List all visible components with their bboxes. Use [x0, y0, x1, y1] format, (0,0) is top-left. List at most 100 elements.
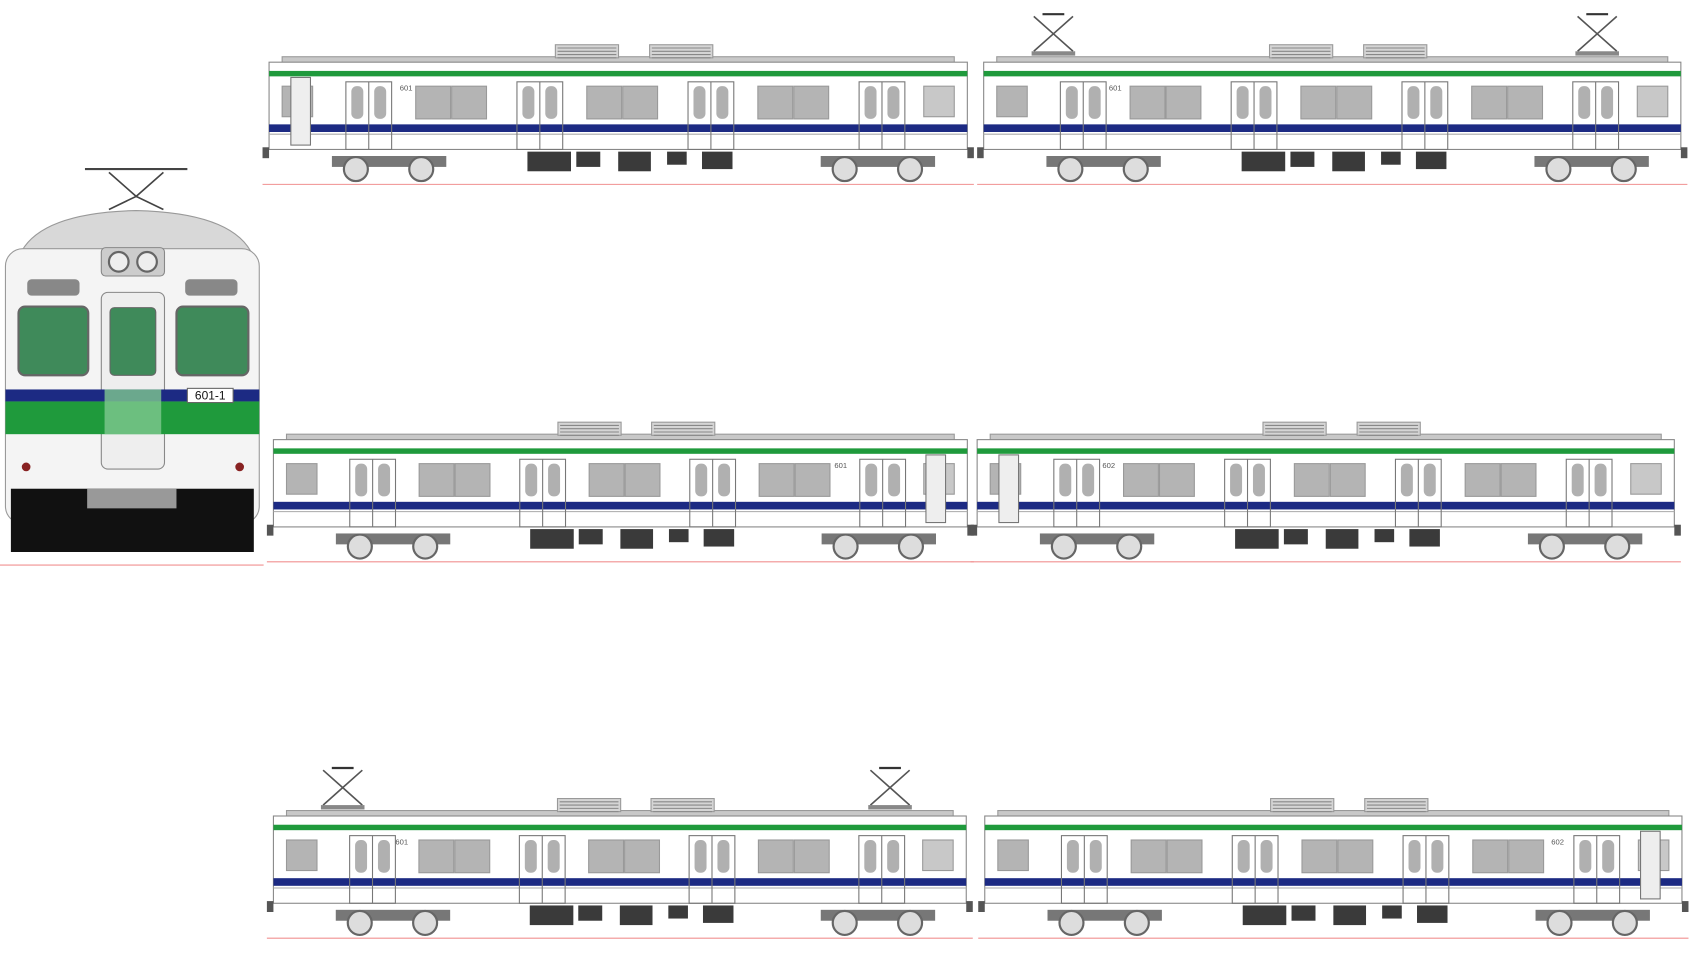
door-window	[525, 463, 538, 497]
window	[418, 463, 455, 497]
door-window	[545, 86, 558, 119]
end-window	[997, 839, 1029, 872]
wheel	[1123, 909, 1150, 936]
bogie-frame	[1534, 156, 1649, 167]
pantograph	[322, 769, 363, 789]
window	[793, 839, 830, 874]
wheel	[1546, 909, 1573, 936]
door-window	[1065, 86, 1078, 119]
window	[1471, 85, 1508, 120]
underfloor-equipment	[576, 151, 601, 167]
window	[588, 463, 625, 497]
wheel	[896, 155, 924, 183]
door-window	[888, 463, 901, 497]
wheel	[342, 155, 369, 183]
door-window	[694, 840, 707, 873]
pantograph	[1577, 32, 1618, 52]
door-window	[1578, 86, 1591, 119]
window	[1464, 463, 1501, 497]
door-window	[1230, 463, 1243, 497]
window	[1165, 85, 1202, 120]
green-stripe	[269, 70, 968, 77]
window	[1301, 839, 1338, 874]
underfloor-equipment	[1235, 529, 1279, 549]
door-window	[718, 463, 731, 497]
wheel	[408, 155, 435, 183]
front-window	[17, 305, 90, 377]
underfloor-equipment	[1283, 529, 1308, 545]
green-stripe	[273, 448, 968, 454]
pantograph	[322, 786, 363, 806]
door-window	[864, 840, 877, 873]
bogie-frame	[820, 156, 936, 167]
window	[1158, 463, 1195, 497]
coupler	[967, 147, 974, 159]
door-window	[717, 840, 730, 873]
door-stripe	[104, 389, 162, 435]
bogie-frame	[331, 156, 447, 167]
door-window	[374, 86, 387, 119]
wheel	[412, 909, 439, 936]
wheel	[1122, 155, 1149, 183]
door-window	[887, 840, 900, 873]
car-number: 602	[1551, 837, 1564, 846]
window	[451, 85, 488, 120]
underfloor-equipment	[1242, 905, 1287, 926]
bogie-frame	[1047, 909, 1162, 921]
bogie-frame	[1527, 533, 1643, 545]
window	[757, 85, 794, 120]
underfloor-equipment	[1333, 905, 1367, 926]
pantograph	[1577, 15, 1618, 35]
pantograph-base	[868, 805, 912, 810]
pantograph	[869, 769, 911, 789]
green-stripe	[984, 824, 1682, 831]
door-window	[1089, 840, 1102, 873]
door-window	[1423, 463, 1436, 497]
blue-stripe	[273, 501, 968, 510]
window	[622, 85, 659, 120]
cab-door	[925, 454, 947, 524]
bogie-frame	[1039, 533, 1155, 545]
destination-sign	[27, 279, 80, 296]
window	[1166, 839, 1203, 874]
window	[1336, 85, 1373, 120]
green-stripe	[977, 448, 1675, 454]
underfloor-equipment	[1332, 151, 1365, 172]
wheel	[412, 533, 439, 560]
wheel	[1058, 909, 1085, 936]
window	[1300, 85, 1337, 120]
window	[454, 839, 491, 874]
pantograph	[1033, 32, 1074, 52]
window	[757, 839, 794, 874]
cab-door	[290, 76, 312, 146]
underfloor-equipment	[1415, 151, 1447, 170]
underfloor-equipment	[529, 905, 574, 926]
door-window	[1259, 86, 1272, 119]
window	[1507, 85, 1544, 120]
end-window	[922, 839, 954, 872]
pantograph	[869, 786, 911, 806]
bogie-frame	[1046, 156, 1161, 167]
door-window	[524, 840, 537, 873]
wheel	[1050, 533, 1077, 560]
door-window	[1059, 463, 1072, 497]
wheel	[831, 909, 858, 936]
door-window	[1408, 840, 1421, 873]
window	[454, 463, 491, 497]
door-window	[378, 463, 391, 497]
coupler	[1674, 524, 1681, 536]
door-window	[1407, 86, 1420, 119]
door-window	[355, 840, 368, 873]
wheel	[1611, 909, 1638, 936]
window	[586, 85, 623, 120]
door-window	[1602, 840, 1615, 873]
cab-door	[1640, 830, 1661, 900]
door-window	[1571, 463, 1584, 497]
window	[624, 839, 661, 874]
coupler	[262, 147, 270, 159]
window	[1129, 85, 1166, 120]
car-number: 601	[834, 461, 847, 470]
bogie-frame	[820, 909, 936, 921]
end-window	[996, 85, 1028, 118]
